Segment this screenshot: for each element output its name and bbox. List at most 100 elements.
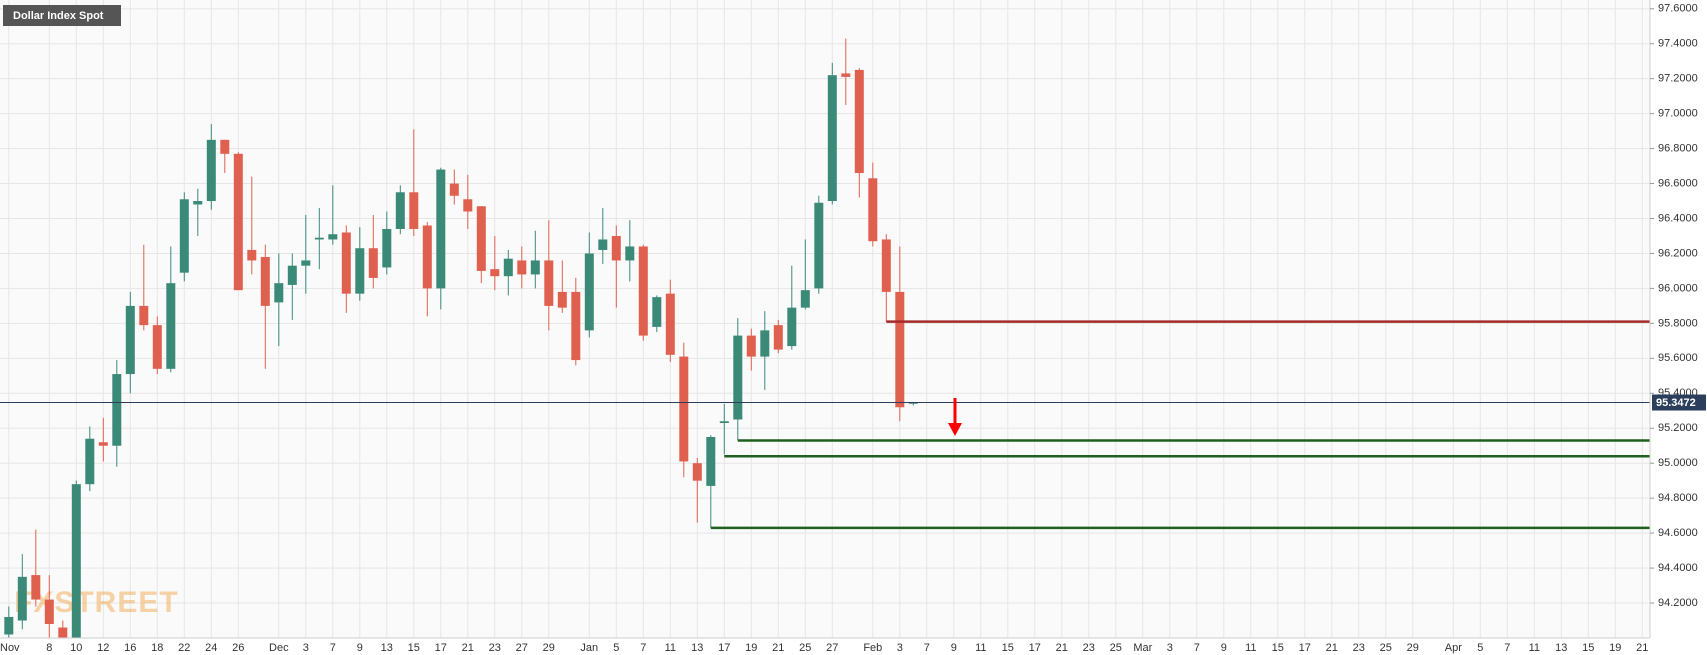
x-tick-label: Dec — [269, 642, 289, 654]
y-tick-label: 96.6000 — [1658, 177, 1698, 189]
x-tick-label: 10 — [70, 642, 82, 654]
x-tick-label: 7 — [924, 642, 930, 654]
x-tick-label: 7 — [1194, 642, 1200, 654]
candle-body — [314, 237, 324, 240]
candle-body — [152, 325, 162, 369]
candle-body — [44, 599, 54, 625]
candle-body — [4, 617, 14, 635]
candle-body — [679, 356, 689, 462]
x-tick-label: 21 — [1326, 642, 1338, 654]
x-tick-label: 13 — [1555, 642, 1567, 654]
x-tick-label: 3 — [1167, 642, 1173, 654]
x-tick-label: 17 — [1029, 642, 1041, 654]
x-tick-label: 23 — [1083, 642, 1095, 654]
y-tick-label: 94.8000 — [1658, 492, 1698, 504]
y-tick-label: 97.2000 — [1658, 73, 1698, 85]
y-tick-label: 97.0000 — [1658, 108, 1698, 120]
candle-body — [368, 248, 378, 278]
candle-body — [98, 442, 108, 446]
x-tick-label: 9 — [951, 642, 957, 654]
candle-body — [260, 256, 270, 306]
x-tick-label: Mar — [1133, 642, 1152, 654]
candle-body — [800, 290, 810, 308]
candle-body — [733, 335, 743, 420]
candle-body — [638, 246, 648, 336]
candle-body — [274, 283, 284, 303]
candle-body — [854, 69, 864, 174]
x-tick-label: 17 — [435, 642, 447, 654]
arrow-head — [948, 423, 962, 436]
candle-body — [611, 235, 621, 261]
candle-body — [166, 283, 176, 369]
x-tick-label: 21 — [772, 642, 784, 654]
y-tick-label: 94.4000 — [1658, 562, 1698, 574]
candle-body — [85, 438, 95, 485]
y-tick-label: 96.2000 — [1658, 247, 1698, 259]
x-tick-label: Feb — [863, 642, 882, 654]
x-tick-label: 27 — [516, 642, 528, 654]
x-tick-label: 11 — [975, 642, 986, 654]
candle-body — [58, 627, 68, 638]
candle-body — [436, 169, 446, 289]
plot-area — [0, 38, 1650, 638]
candle-body — [341, 232, 351, 294]
candle-body — [71, 484, 81, 638]
candle-body — [868, 178, 878, 242]
plot-background — [0, 0, 1650, 638]
x-tick-label: 13 — [691, 642, 703, 654]
candle-body — [179, 199, 189, 273]
x-tick-label: 3 — [897, 642, 903, 654]
x-tick-label: 11 — [665, 642, 676, 654]
candle-body — [125, 305, 135, 375]
x-tick-label: 21 — [1636, 642, 1648, 654]
candle-body — [382, 228, 392, 268]
candle-body — [355, 248, 365, 294]
candle-body — [17, 576, 27, 621]
candle-body — [463, 199, 473, 212]
y-tick-label: 94.6000 — [1658, 527, 1698, 539]
x-tick-label: 29 — [543, 642, 555, 654]
x-tick-label: 23 — [1353, 642, 1365, 654]
candle-body — [220, 139, 230, 154]
x-tick-label: Apr — [1445, 642, 1462, 654]
candle-body — [895, 291, 905, 408]
x-tick-label: Nov — [0, 642, 20, 654]
x-tick-label: 11 — [1529, 642, 1540, 654]
candle-body — [652, 297, 662, 327]
candle-body — [719, 421, 729, 424]
x-tick-label: 18 — [151, 642, 163, 654]
x-tick-label: 23 — [489, 642, 501, 654]
x-tick-label: 15 — [408, 642, 420, 654]
x-tick-label: 8 — [46, 642, 52, 654]
x-tick-label: 15 — [1272, 642, 1284, 654]
y-tick-label: 97.6000 — [1658, 3, 1698, 15]
candle-body — [530, 260, 540, 275]
y-tick-label: 97.4000 — [1658, 38, 1698, 50]
x-tick-label: 15 — [1002, 642, 1014, 654]
candle-body — [598, 239, 608, 250]
candle-body — [557, 291, 567, 308]
x-tick-label: 11 — [1245, 642, 1256, 654]
candle-body — [544, 260, 554, 306]
x-tick-label: 25 — [1380, 642, 1392, 654]
chart-title: Dollar Index Spot — [13, 10, 104, 22]
candle-body — [787, 307, 797, 347]
candle-body — [449, 183, 459, 196]
x-tick-label: 17 — [718, 642, 730, 654]
candle-body — [247, 249, 257, 261]
watermark: FXSTREET — [14, 586, 179, 619]
candle-body — [773, 325, 783, 350]
candle-body — [139, 305, 149, 326]
x-tick-label: 7 — [330, 642, 336, 654]
candle-body — [760, 330, 770, 357]
x-tick-label: 7 — [1504, 642, 1510, 654]
candle-body — [814, 202, 824, 289]
x-tick-label: 21 — [1056, 642, 1068, 654]
x-tick-label: 21 — [462, 642, 474, 654]
x-tick-label: 5 — [613, 642, 619, 654]
x-tick-label: 29 — [1407, 642, 1419, 654]
candle-body — [31, 575, 41, 600]
axes: 94.2000 94.4000 94.6000 94.8000 95.0000 95.20… — [0, 3, 1706, 654]
candle-body — [112, 374, 122, 446]
